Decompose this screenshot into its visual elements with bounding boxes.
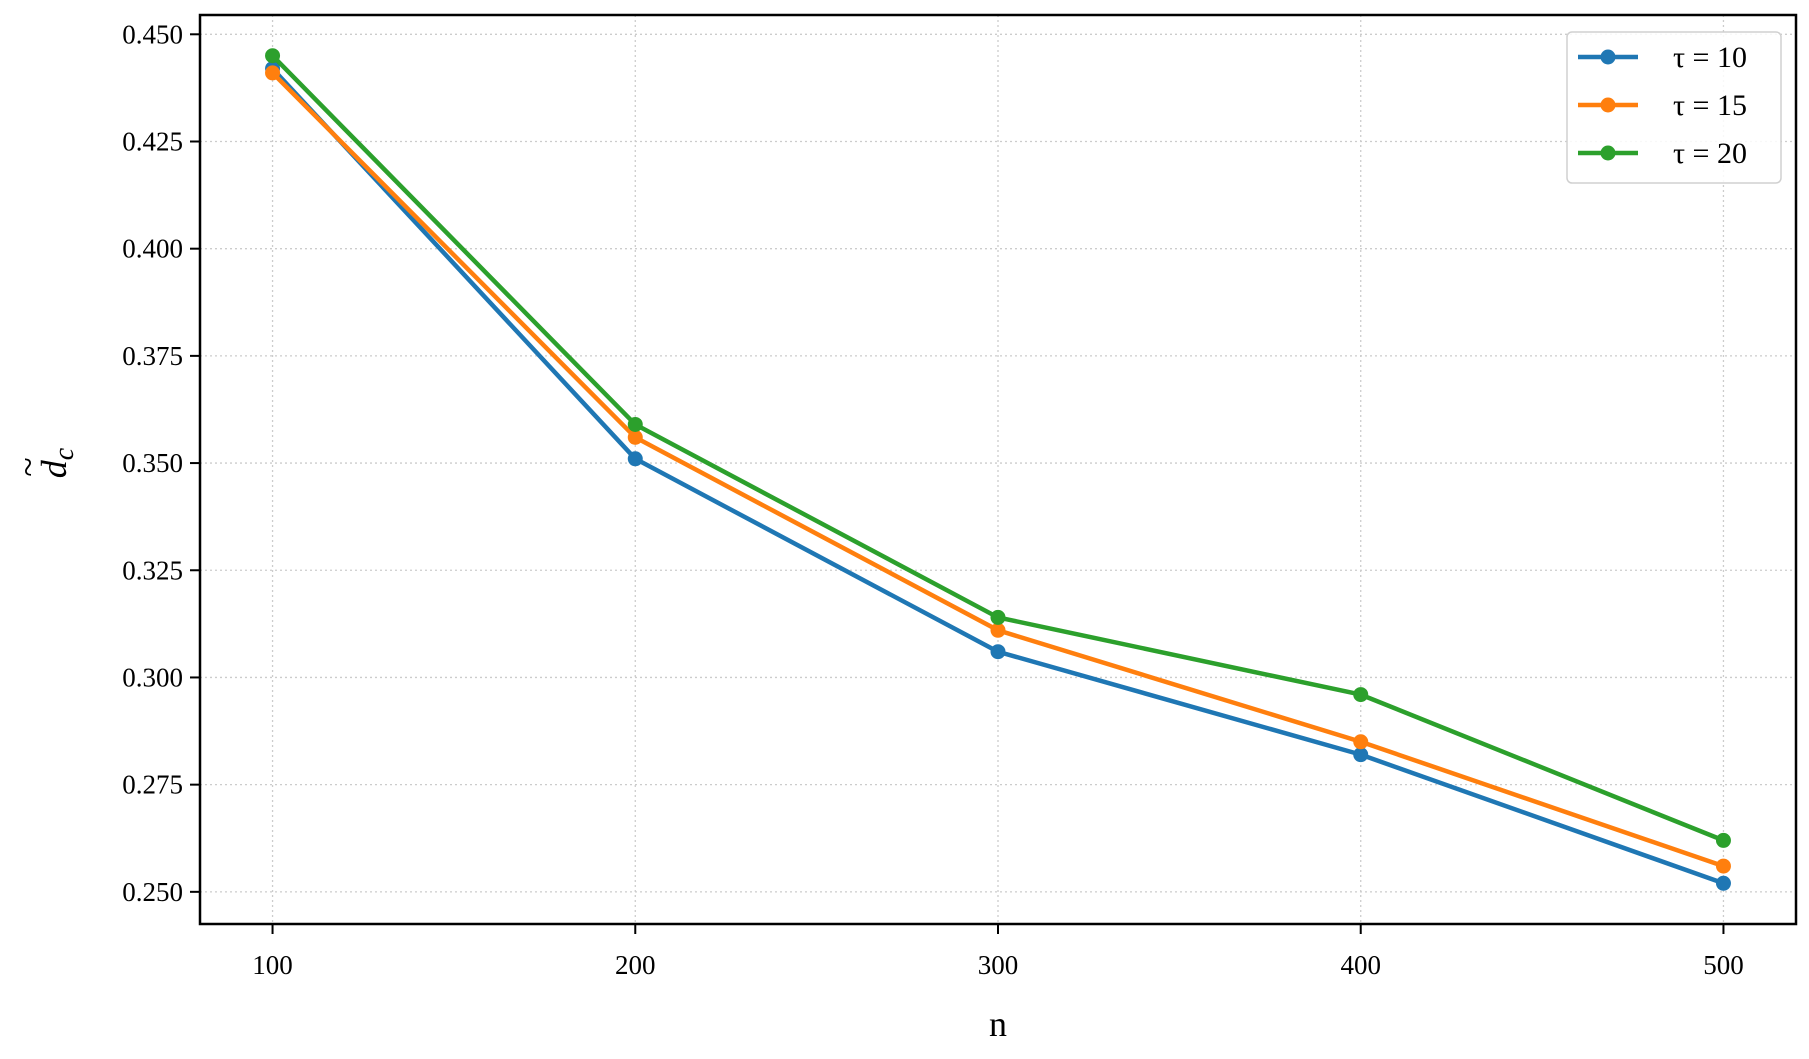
legend-label: τ = 15 (1673, 89, 1747, 122)
y-axis-title-base: d (34, 459, 74, 478)
legend-item: τ = 15 (1578, 89, 1747, 122)
data-point (990, 622, 1006, 638)
data-point (990, 644, 1006, 660)
y-tick-label: 0.375 (122, 341, 183, 371)
y-tick-label: 0.425 (122, 126, 183, 156)
grid-lines (200, 15, 1796, 924)
data-point (1715, 858, 1731, 874)
axis-ticks: 100 200 300 400 500 0.250 0.275 0.300 0.325 0.350… (122, 19, 1743, 980)
svg-text:dc: dc (34, 447, 80, 478)
y-tick-label: 0.325 (122, 555, 183, 585)
y-tick-label: 0.450 (122, 19, 183, 49)
data-point (1353, 734, 1369, 750)
data-point (1715, 832, 1731, 848)
x-tick-label: 200 (615, 950, 656, 980)
legend-box (1566, 31, 1782, 184)
legend-label: τ = 20 (1673, 137, 1747, 170)
x-tick-label: 500 (1703, 950, 1744, 980)
legend-item: τ = 20 (1578, 137, 1747, 170)
series-lines (265, 48, 1731, 891)
legend: τ = 10 τ = 15 τ = 20 (1566, 31, 1782, 184)
y-tick-label: 0.400 (122, 234, 183, 264)
y-tick-label: 0.350 (122, 448, 183, 478)
series-2 (265, 65, 1731, 874)
x-tick-label: 400 (1340, 950, 1381, 980)
x-axis-title: n (989, 1004, 1007, 1044)
data-point (990, 609, 1006, 625)
data-point (265, 65, 281, 81)
y-tick-label: 0.275 (122, 770, 183, 800)
y-axis-title: dc ~ (8, 447, 80, 478)
x-tick-label: 100 (252, 950, 293, 980)
y-tick-label: 0.300 (122, 662, 183, 692)
legend-item: τ = 10 (1578, 41, 1747, 74)
legend-swatch-marker (1600, 97, 1616, 113)
legend-swatch-marker (1600, 49, 1616, 65)
legend-swatch-marker (1600, 145, 1616, 161)
data-point (1715, 875, 1731, 891)
data-point (1353, 687, 1369, 703)
y-axis-title-subscript: c (49, 447, 80, 460)
y-tick-label: 0.250 (122, 877, 183, 907)
series-3 (265, 48, 1731, 848)
data-point (627, 451, 643, 467)
data-point (1353, 747, 1369, 763)
tilde-mark: ~ (8, 457, 48, 476)
data-point (627, 416, 643, 432)
data-point (265, 48, 281, 64)
data-point (627, 429, 643, 445)
x-tick-label: 300 (978, 950, 1019, 980)
legend-label: τ = 10 (1673, 41, 1747, 74)
